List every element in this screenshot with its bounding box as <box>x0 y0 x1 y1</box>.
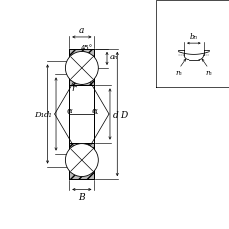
Text: a: a <box>79 26 84 35</box>
Text: aₙ: aₙ <box>109 53 118 61</box>
Polygon shape <box>69 167 94 179</box>
Text: bₙ: bₙ <box>189 33 197 41</box>
Text: D₁: D₁ <box>34 111 44 118</box>
Polygon shape <box>69 75 94 86</box>
Text: r: r <box>71 84 76 93</box>
Polygon shape <box>69 143 94 154</box>
Text: r: r <box>71 58 75 67</box>
Text: d₁: d₁ <box>44 111 53 118</box>
Text: 45°: 45° <box>81 45 93 51</box>
Text: rₙ: rₙ <box>204 68 211 76</box>
Polygon shape <box>69 50 94 62</box>
Text: rₙ: rₙ <box>175 68 182 76</box>
Text: D: D <box>120 110 127 119</box>
Text: d: d <box>112 110 118 119</box>
Text: α: α <box>91 107 97 116</box>
Circle shape <box>65 144 98 177</box>
Text: B: B <box>78 193 85 202</box>
Polygon shape <box>69 113 94 116</box>
Text: α: α <box>66 107 72 116</box>
Circle shape <box>65 52 98 85</box>
